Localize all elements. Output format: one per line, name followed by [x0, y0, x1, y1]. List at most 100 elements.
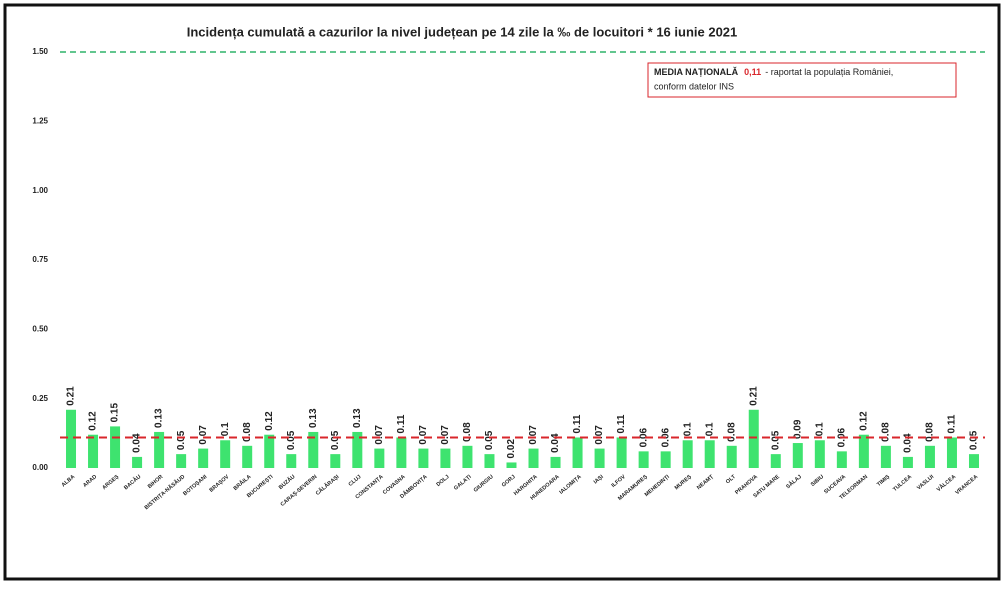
value-label: 0.07	[418, 425, 429, 445]
y-tick-label: 0.75	[32, 255, 48, 264]
annotation: MEDIA NAȚIONALĂ 0,11 - raportat la populaț…	[654, 67, 893, 77]
value-label: 0.15	[110, 402, 121, 422]
annotation-value: 0,11	[744, 67, 761, 77]
y-tick-label: 1.50	[32, 47, 48, 56]
y-tick-label: 0.00	[32, 463, 48, 472]
value-label: 0.12	[264, 411, 275, 431]
value-label: 0.09	[792, 419, 803, 439]
value-label: 0.07	[374, 425, 385, 445]
bar	[110, 426, 121, 468]
annotation-note: - raportat la populația României,	[765, 67, 893, 77]
bar	[418, 448, 429, 468]
value-label: 0.05	[969, 430, 980, 450]
bar	[968, 454, 979, 468]
value-label: 0.08	[462, 422, 473, 442]
value-label: 0.06	[638, 427, 649, 447]
value-label: 0.1	[220, 422, 231, 436]
bar	[770, 454, 781, 468]
x-tick-label: IAȘI	[593, 474, 605, 486]
value-label: 0.04	[132, 433, 143, 453]
value-label: 0.21	[66, 386, 77, 406]
bar	[462, 445, 473, 468]
value-label: 0.07	[440, 425, 451, 445]
value-label: 0.11	[947, 414, 958, 433]
bar	[704, 440, 715, 468]
bar	[836, 451, 847, 468]
bar	[924, 445, 935, 468]
value-label: 0.13	[352, 408, 363, 428]
value-label: 0.1	[704, 422, 715, 436]
bar	[858, 434, 869, 468]
y-tick-label: 0.25	[32, 394, 48, 403]
value-label: 0.05	[770, 430, 781, 450]
value-label: 0.1	[682, 422, 693, 436]
bar	[440, 448, 451, 468]
bar	[880, 445, 891, 468]
bar	[660, 451, 671, 468]
bar	[682, 440, 693, 468]
y-tick-label: 1.25	[32, 116, 48, 125]
value-label: 0.12	[859, 411, 870, 431]
value-label: 0.04	[550, 433, 561, 453]
bar	[638, 451, 649, 468]
value-label: 0.07	[594, 425, 605, 445]
bar	[594, 448, 605, 468]
bar	[748, 409, 759, 468]
value-label: 0.08	[242, 422, 253, 442]
bar	[946, 437, 957, 468]
bar	[88, 434, 99, 468]
value-label: 0.05	[484, 430, 495, 450]
value-label: 0.04	[903, 433, 914, 453]
chart-title: Incidența cumulată a cazurilor la nivel …	[187, 24, 738, 39]
value-label: 0.08	[925, 422, 936, 442]
y-tick-label: 1.00	[32, 186, 48, 195]
value-label: 0.11	[572, 414, 583, 433]
bar	[242, 445, 253, 468]
bar	[66, 409, 77, 468]
bar	[396, 437, 407, 468]
bar	[176, 454, 187, 468]
value-label: 0.11	[396, 414, 407, 433]
bar	[308, 431, 319, 468]
value-label: 0.05	[176, 430, 187, 450]
bar	[374, 448, 385, 468]
annotation-box	[647, 62, 957, 98]
bar	[352, 431, 363, 468]
bar	[484, 454, 495, 468]
bar	[726, 445, 737, 468]
value-label: 0.05	[286, 430, 297, 450]
value-label: 0.07	[528, 425, 539, 445]
bar	[154, 431, 165, 468]
value-label: 0.05	[330, 430, 341, 450]
annotation-title: MEDIA NAȚIONALĂ	[654, 67, 739, 77]
bar	[220, 440, 231, 468]
bar	[198, 448, 209, 468]
value-label: 0.08	[726, 422, 737, 442]
value-label: 0.21	[748, 386, 759, 406]
value-label: 0.13	[154, 408, 165, 428]
bar	[616, 437, 627, 468]
value-label: 0.13	[308, 408, 319, 428]
bar	[506, 462, 517, 468]
frame	[3, 3, 1001, 581]
value-label: 0.07	[198, 425, 209, 445]
bar	[528, 448, 539, 468]
value-label: 0.12	[88, 411, 99, 431]
value-label: 0.11	[616, 414, 627, 433]
bar	[330, 454, 341, 468]
annotation-note: conform datelor INS	[654, 81, 734, 91]
y-tick-label: 0.50	[32, 324, 48, 333]
bar	[550, 456, 561, 468]
value-label: 0.02	[506, 439, 517, 459]
bar	[902, 456, 913, 468]
bar	[286, 454, 297, 468]
value-label: 0.08	[881, 422, 892, 442]
x-tick-label: OLT	[725, 474, 737, 486]
bar	[264, 434, 275, 468]
value-label: 0.1	[814, 422, 825, 436]
bar	[132, 456, 143, 468]
bar	[572, 437, 583, 468]
bar	[814, 440, 825, 468]
bar	[792, 443, 803, 468]
